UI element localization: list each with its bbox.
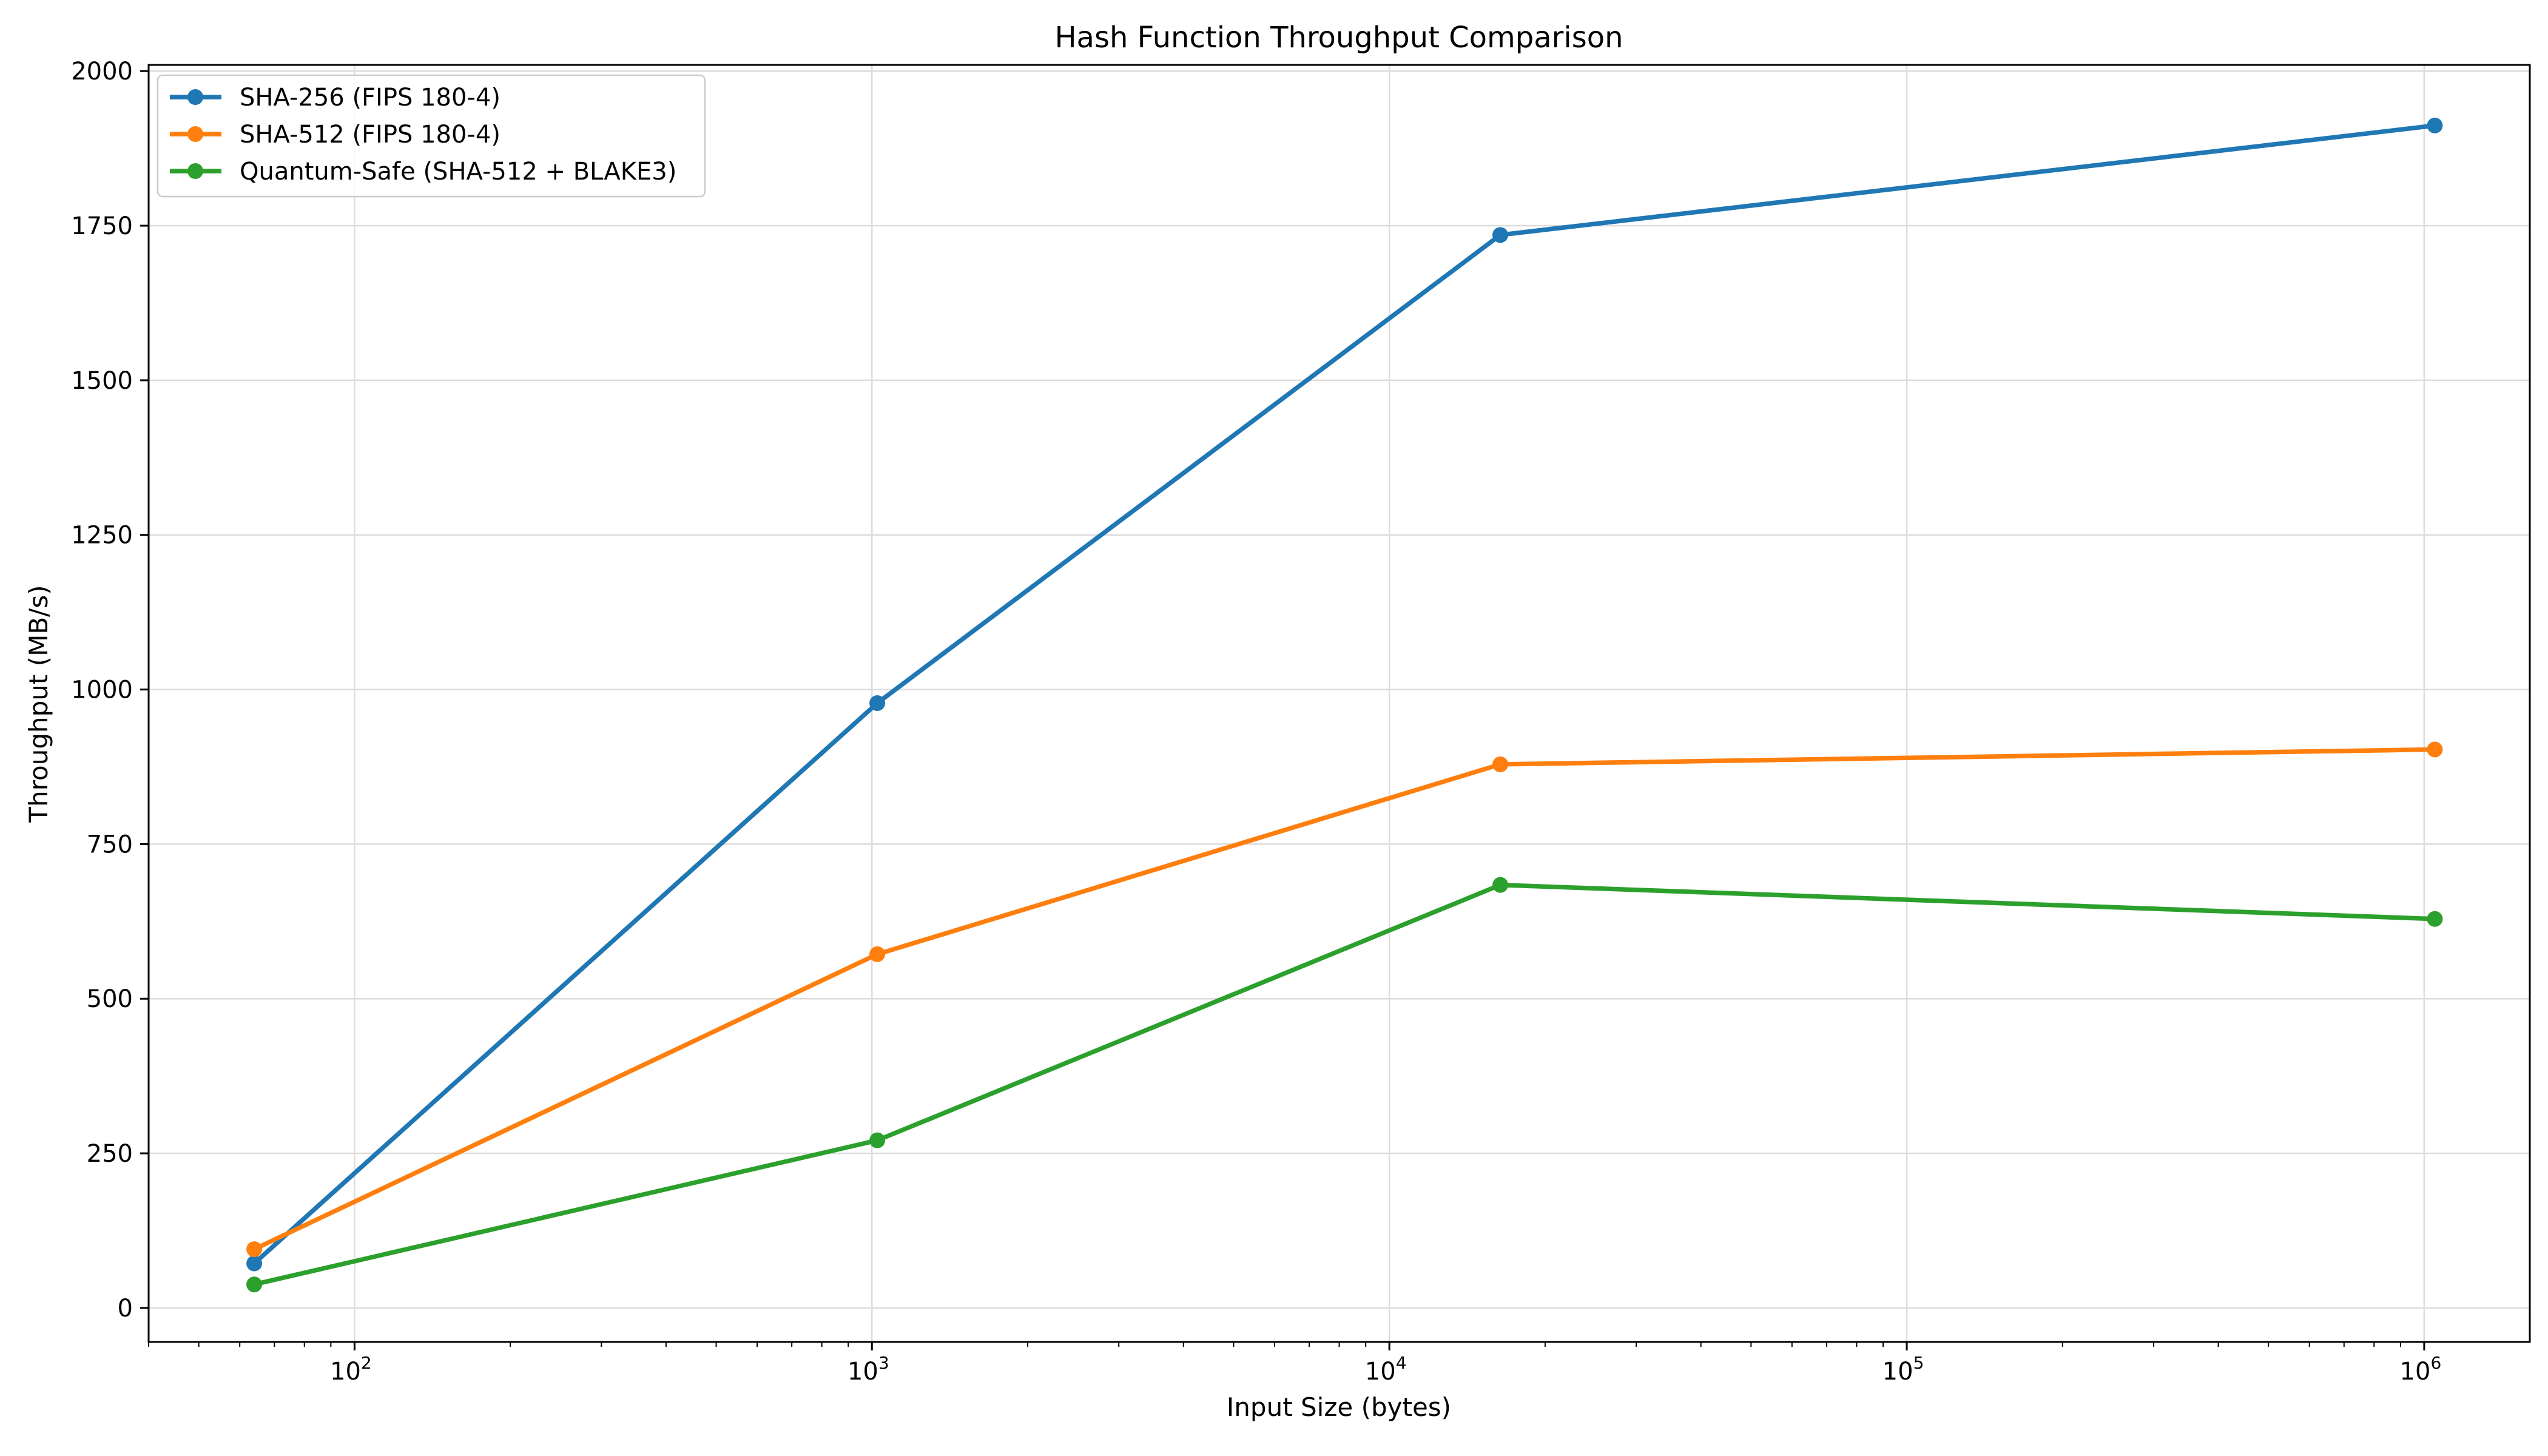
x-tick-exponent: 2: [361, 1353, 372, 1373]
legend-item: SHA-512 (FIPS 180-4): [170, 121, 500, 149]
y-axis-label: Throughput (MB/s): [24, 585, 53, 823]
legend-marker: [187, 163, 203, 179]
legend: SHA-256 (FIPS 180-4) SHA-512 (FIPS 180-4)…: [157, 74, 706, 198]
x-axis-label: Input Size (bytes): [1227, 1392, 1451, 1422]
y-tick-label: 0: [118, 1295, 133, 1323]
series-3: [246, 877, 2443, 1293]
chart-title: Hash Function Throughput Comparison: [1054, 21, 1623, 55]
data-point: [1492, 756, 1509, 772]
x-tick-base: 10: [848, 1358, 878, 1386]
data-point: [1492, 227, 1509, 243]
y-axis-ticks: 0 250 500 750 1000 1250 1500 1750 2000: [71, 58, 149, 1323]
x-tick-base: 10: [1365, 1358, 1396, 1386]
y-tick-label: 2000: [71, 58, 133, 86]
legend-label: SHA-256 (FIPS 180-4): [240, 84, 500, 112]
series-1: [246, 117, 2443, 1272]
data-point: [246, 1241, 263, 1258]
legend-items: SHA-256 (FIPS 180-4) SHA-512 (FIPS 180-4)…: [170, 84, 676, 186]
legend-label: Quantum-Safe (SHA-512 + BLAKE3): [240, 158, 676, 186]
data-point: [246, 1276, 263, 1293]
legend-item: SHA-256 (FIPS 180-4): [170, 84, 500, 112]
legend-marker: [187, 126, 203, 142]
y-tick-label: 1250: [71, 522, 133, 550]
legend-item: Quantum-Safe (SHA-512 + BLAKE3): [170, 158, 676, 186]
series-2: [246, 741, 2443, 1258]
series-line: [252, 882, 2438, 1287]
data-point: [2427, 911, 2443, 927]
x-tick-exponent: 3: [878, 1353, 889, 1373]
y-tick-label: 1500: [71, 367, 133, 395]
series-line: [252, 747, 2438, 1252]
x-tick-label: 106: [2400, 1353, 2442, 1386]
data-point: [1492, 877, 1509, 893]
y-tick-label: 750: [87, 831, 133, 858]
x-tick-label: 102: [330, 1353, 372, 1386]
x-tick-exponent: 4: [1396, 1353, 1407, 1373]
y-tick-label: 1750: [71, 212, 133, 240]
data-point: [869, 946, 886, 962]
x-tick-exponent: 5: [1913, 1353, 1924, 1373]
x-tick-exponent: 6: [2430, 1353, 2441, 1373]
x-tick-label: 103: [848, 1353, 889, 1386]
data-point: [869, 695, 886, 711]
series-line: [252, 123, 2438, 1266]
grid: [149, 65, 2530, 1342]
legend-marker: [187, 89, 203, 105]
x-axis-ticks: 102 103 104 105 106: [148, 1342, 2442, 1386]
x-tick-label: 105: [1882, 1353, 1924, 1386]
data-point: [869, 1132, 886, 1148]
legend-box: [157, 74, 706, 198]
data-point: [246, 1255, 263, 1272]
y-tick-label: 1000: [71, 676, 133, 704]
data-point: [2427, 741, 2443, 758]
data-point: [2427, 117, 2443, 133]
x-tick-base: 10: [330, 1358, 361, 1386]
legend-label: SHA-512 (FIPS 180-4): [240, 121, 500, 149]
x-tick-base: 10: [2400, 1358, 2431, 1386]
x-tick-base: 10: [1882, 1358, 1913, 1386]
x-tick-label: 104: [1365, 1353, 1407, 1386]
y-tick-label: 500: [87, 985, 133, 1013]
series-area: [246, 117, 2443, 1293]
y-tick-label: 250: [87, 1140, 133, 1168]
